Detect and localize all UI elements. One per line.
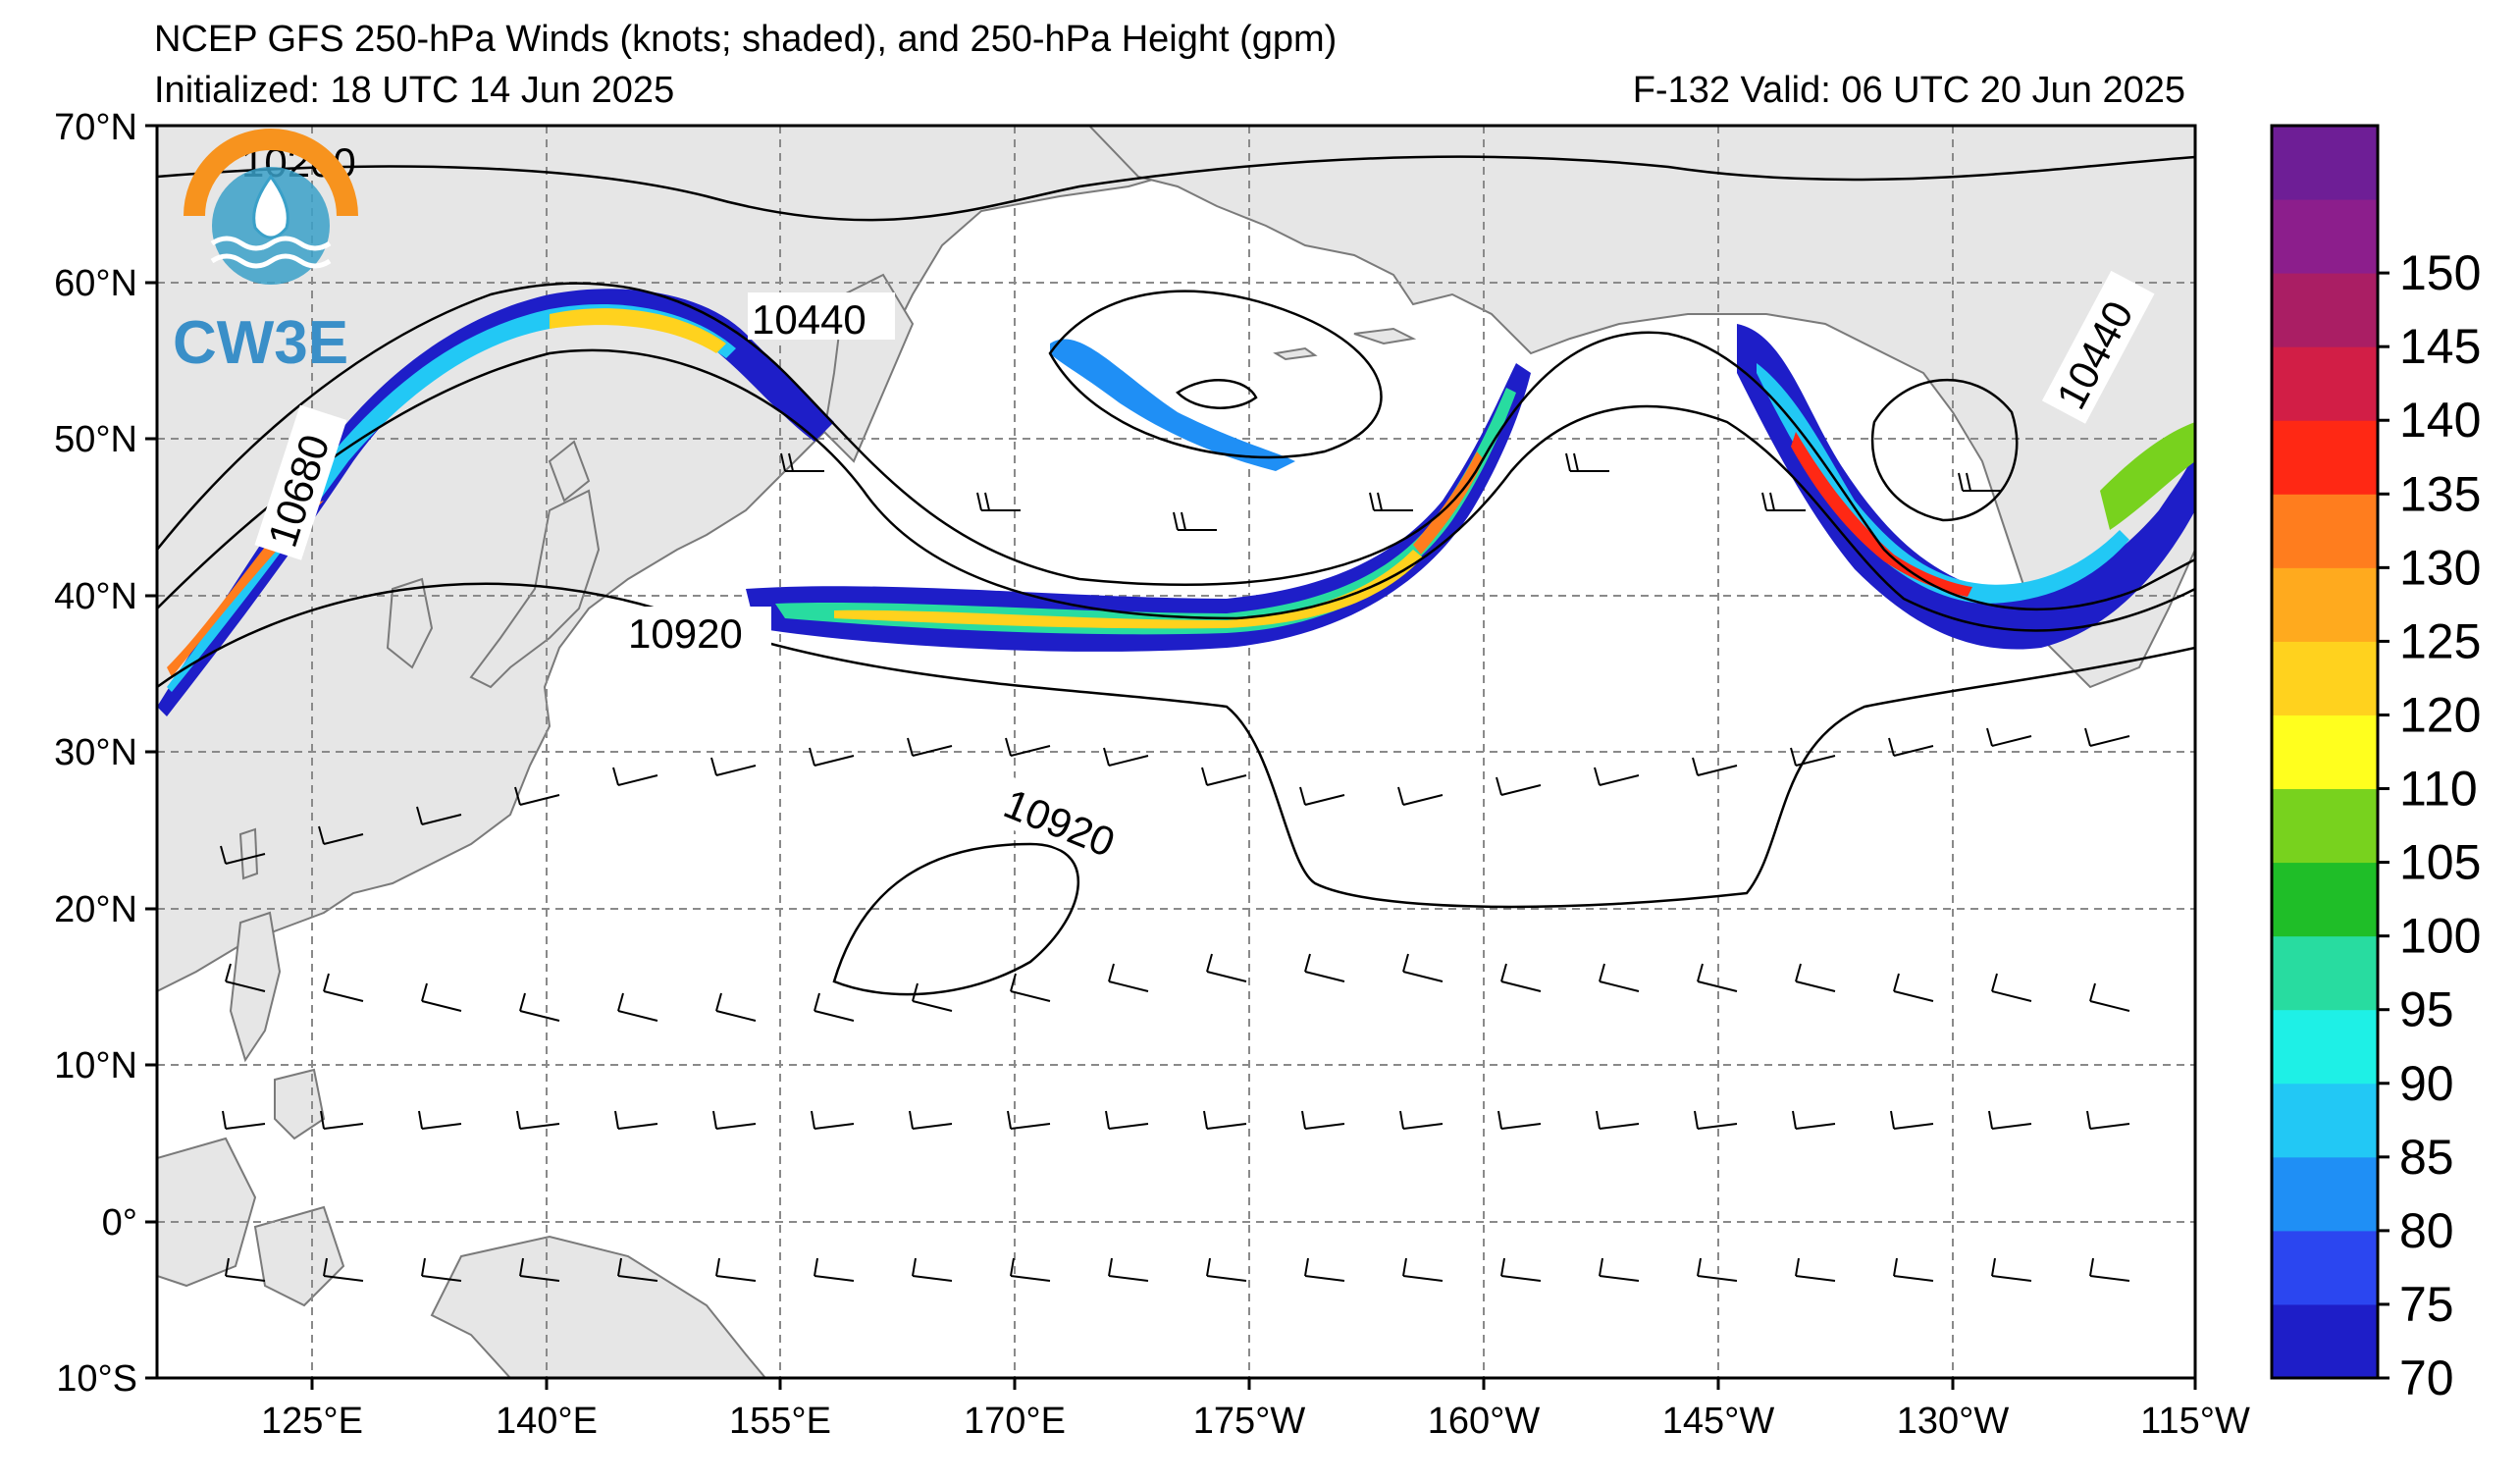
longitude-ticks bbox=[310, 1378, 2197, 1390]
height-contours bbox=[157, 155, 2195, 996]
colorbar-swatch bbox=[2272, 346, 2378, 421]
lat-label: 50°N bbox=[54, 419, 137, 460]
lon-label: 125°E bbox=[261, 1401, 363, 1442]
lon-label: 175°W bbox=[1193, 1401, 1306, 1442]
lon-label: 170°E bbox=[964, 1401, 1066, 1442]
lon-label: 140°E bbox=[496, 1401, 598, 1442]
colorbar-swatch bbox=[2272, 862, 2378, 937]
colorbar-label: 95 bbox=[2399, 982, 2454, 1037]
colorbar-label: 110 bbox=[2399, 762, 2478, 817]
colorbar-label: 70 bbox=[2399, 1351, 2454, 1405]
lat-label: 20°N bbox=[54, 889, 137, 930]
lon-label: 160°W bbox=[1428, 1401, 1541, 1442]
colorbar-swatch bbox=[2272, 567, 2378, 642]
colorbar-swatch bbox=[2272, 641, 2378, 715]
colorbar-swatch bbox=[2272, 935, 2378, 1011]
latitude-ticks bbox=[145, 124, 157, 1380]
contour-label-10920-north: 10920 bbox=[628, 610, 743, 657]
colorbar-label: 120 bbox=[2399, 687, 2481, 742]
lat-label: 30°N bbox=[54, 732, 137, 773]
map-title: NCEP GFS 250-hPa Winds (knots; shaded), … bbox=[154, 19, 1338, 60]
lat-label: 60°N bbox=[54, 263, 137, 304]
colorbar-label: 80 bbox=[2399, 1203, 2454, 1258]
colorbar-swatch bbox=[2272, 788, 2378, 864]
initialized-time: Initialized: 18 UTC 14 Jun 2025 bbox=[154, 70, 675, 111]
colorbar-label: 140 bbox=[2399, 393, 2481, 448]
lat-label: 40°N bbox=[54, 576, 137, 617]
lat-label: 0° bbox=[102, 1202, 137, 1244]
colorbar-swatch bbox=[2272, 715, 2378, 790]
latitude-axis: 70°N 60°N 50°N 40°N 30°N 20°N 10°N 0° 10… bbox=[54, 107, 137, 1400]
lat-label: 10°N bbox=[54, 1045, 137, 1086]
colorbar-label: 90 bbox=[2399, 1056, 2454, 1111]
colorbar-swatch bbox=[2272, 1230, 2378, 1305]
colorbar-label: 100 bbox=[2399, 909, 2481, 964]
lat-label: 10°S bbox=[56, 1358, 137, 1400]
lat-label: 70°N bbox=[54, 107, 137, 148]
colorbar-swatch bbox=[2272, 494, 2378, 568]
colorbar-label: 125 bbox=[2399, 613, 2481, 668]
map-panel: 10440 10680 10920 10920 10440 10200 bbox=[157, 126, 2195, 1378]
lon-label: 145°W bbox=[1662, 1401, 1775, 1442]
graticule bbox=[157, 126, 2195, 1378]
lon-label: 115°W bbox=[2140, 1401, 2250, 1442]
lon-label: 130°W bbox=[1897, 1401, 2010, 1442]
colorbar-swatch bbox=[2272, 273, 2378, 347]
wind-barbs bbox=[220, 452, 2130, 1282]
colorbar-swatch bbox=[2272, 1083, 2378, 1158]
contour-label-10440-west: 10440 bbox=[752, 296, 866, 343]
colorbar-label: 130 bbox=[2399, 540, 2481, 595]
colorbar-label: 150 bbox=[2399, 245, 2481, 300]
colorbar-frame bbox=[2270, 124, 2380, 1380]
colorbar-label: 75 bbox=[2399, 1277, 2454, 1332]
colorbar-label: 145 bbox=[2399, 319, 2481, 374]
logo-text: CW3E bbox=[173, 309, 348, 377]
lon-label: 155°E bbox=[729, 1401, 831, 1442]
colorbar-label: 105 bbox=[2399, 835, 2481, 890]
colorbar-swatch bbox=[2272, 1303, 2378, 1379]
colorbar-label: 135 bbox=[2399, 466, 2481, 521]
colorbar-swatch bbox=[2272, 126, 2378, 200]
colorbar-swatch bbox=[2272, 1156, 2378, 1232]
cw3e-logo: CW3E bbox=[173, 129, 358, 377]
land-areas bbox=[157, 126, 2195, 1378]
colorbar-label: 85 bbox=[2399, 1130, 2454, 1185]
colorbar-swatch bbox=[2272, 1009, 2378, 1085]
colorbar: 70 75 80 85 90 95 100 105 110 120 125 130 135 140 145 1… bbox=[2270, 124, 2481, 1405]
longitude-axis: 125°E 140°E 155°E 170°E 175°W 160°W 145°… bbox=[261, 1401, 2250, 1442]
colorbar-swatch bbox=[2272, 420, 2378, 495]
colorbar-swatch bbox=[2272, 199, 2378, 274]
valid-time: F-132 Valid: 06 UTC 20 Jun 2025 bbox=[1632, 70, 2185, 111]
